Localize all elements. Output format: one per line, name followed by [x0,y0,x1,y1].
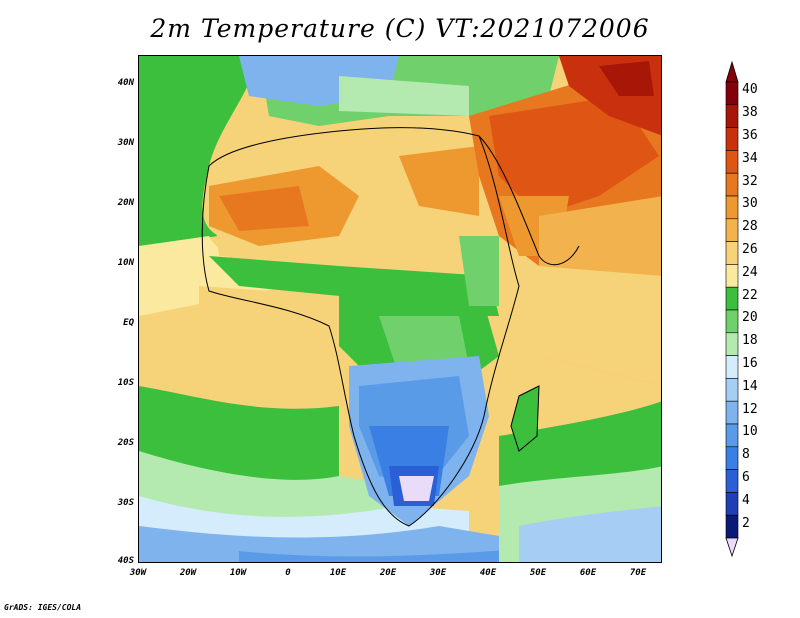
lat-label-20n: 20N [117,198,134,208]
colorbar-level-label: 34 [742,150,758,166]
colorbar-cell [725,172,739,197]
lon-label-60e: 60E [579,568,597,578]
lat-label-40n: 40N [117,78,134,88]
colorbar-over-triangle [725,60,739,83]
credit-text: GrADS: IGES/COLA [4,603,82,612]
colorbar-level-label: 20 [742,310,758,326]
lon-label-40e: 40E [479,568,497,578]
colorbar-under-triangle [725,537,739,558]
colorbar-level-label: 2 [742,515,750,531]
colorbar-cell [725,469,739,493]
colorbar-cell [725,400,739,425]
colorbar-level-label: 10 [742,424,758,440]
lon-label-10w: 10W [229,568,247,578]
lon-label-70e: 70E [629,568,647,578]
colorbar-cell [725,104,739,128]
colorbar-level-label: 16 [742,356,758,371]
colorbar-level-label: 36 [742,128,758,143]
lat-label-10s: 10S [117,378,134,388]
colorbar-level-label: 24 [742,264,758,280]
colorbar-level-label: 4 [742,492,750,508]
colorbar-cell [725,150,739,174]
colorbar-cell [725,332,739,356]
colorbar-cell [725,241,739,265]
colorbar-level-label: 18 [742,333,758,349]
lat-label-eq: EQ [123,318,134,328]
lat-label-30s: 30S [117,498,134,508]
colorbar-level-label: 8 [742,447,750,463]
lon-label-10e: 10E [329,568,347,578]
lon-label-30w: 30W [129,568,147,578]
colorbar-level-label: 38 [742,105,758,121]
colorbar-cell [725,492,739,516]
colorbar-cell [725,446,739,470]
colorbar-cell [725,81,739,106]
colorbar-level-label: 12 [742,401,758,417]
lon-label-30e: 30E [429,568,447,578]
colorbar-cell [725,127,739,151]
colorbar-level-label: 22 [742,287,758,303]
lon-label-50e: 50E [529,568,547,578]
colorbar-level-label: 40 [742,82,758,98]
colorbar-level-label: 6 [742,470,750,485]
colorbar-cell [725,355,739,379]
colorbar-cell [725,264,739,288]
colorbar-cell [725,286,739,311]
lon-label-0: 0 [285,568,291,578]
colorbar-level-label: 26 [742,242,758,257]
lon-label-20e: 20E [379,568,397,578]
colorbar-cell [725,514,739,539]
lat-label-30n: 30N [117,138,134,148]
colorbar-cell [725,309,739,334]
lat-label-10n: 10N [117,258,134,268]
temperature-map [138,55,662,563]
map-title: 2m Temperature (C) VT:2021072006 [150,14,650,43]
colorbar-cell [725,378,739,402]
colorbar-level-label: 28 [742,219,758,235]
lon-label-20w: 20W [179,568,197,578]
lat-label-40s: 40S [117,556,134,566]
colorbar-cell [725,195,739,220]
temperature-field [139,56,661,562]
colorbar-level-label: 32 [742,173,758,189]
colorbar-cell [725,423,739,448]
lat-label-20s: 20S [117,438,134,448]
colorbar [725,60,739,558]
colorbar-level-label: 30 [742,196,758,212]
colorbar-level-label: 14 [742,378,758,394]
colorbar-cell [725,218,739,242]
